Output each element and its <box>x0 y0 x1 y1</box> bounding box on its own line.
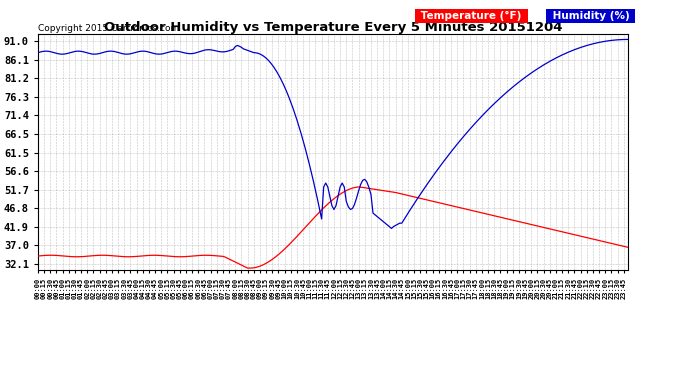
Text: Copyright 2015 Cartronics.com: Copyright 2015 Cartronics.com <box>38 24 179 33</box>
Text: Temperature (°F): Temperature (°F) <box>417 11 526 21</box>
Text: Humidity (%): Humidity (%) <box>549 11 633 21</box>
Title: Outdoor Humidity vs Temperature Every 5 Minutes 20151204: Outdoor Humidity vs Temperature Every 5 … <box>104 21 562 34</box>
